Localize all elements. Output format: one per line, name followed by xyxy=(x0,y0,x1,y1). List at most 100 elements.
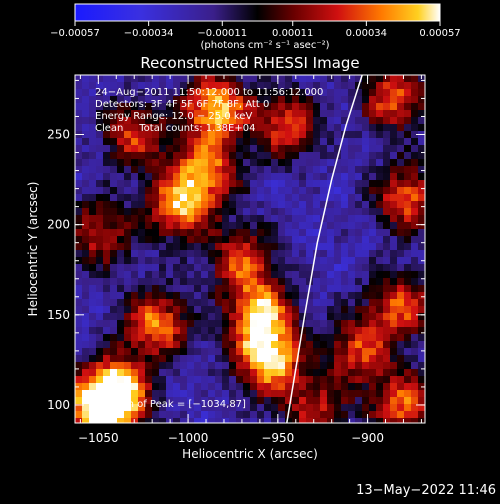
heatmap-cell xyxy=(138,159,145,166)
heatmap-cell xyxy=(166,96,173,103)
heatmap-cell xyxy=(313,278,320,285)
heatmap-cell xyxy=(341,208,348,215)
heatmap-cell xyxy=(404,390,411,397)
heatmap-cell xyxy=(229,313,236,320)
heatmap-cell xyxy=(362,75,369,82)
heatmap-cell xyxy=(334,334,341,341)
heatmap-cell xyxy=(173,257,180,264)
heatmap-cell xyxy=(348,208,355,215)
heatmap-cell xyxy=(117,187,124,194)
heatmap-cell xyxy=(418,180,425,187)
heatmap-cell xyxy=(159,299,166,306)
heatmap-cell xyxy=(89,292,96,299)
heatmap-cell xyxy=(89,369,96,376)
heatmap-cell xyxy=(250,124,257,131)
heatmap-cell xyxy=(110,271,117,278)
heatmap-cell xyxy=(257,187,264,194)
heatmap-cell xyxy=(327,82,334,89)
heatmap-cell xyxy=(96,397,103,404)
colorbar-tick-label: −0.00057 xyxy=(50,28,100,39)
heatmap-cell xyxy=(117,89,124,96)
heatmap-cell xyxy=(243,313,250,320)
heatmap-cell xyxy=(348,348,355,355)
heatmap-cell xyxy=(75,75,82,82)
heatmap-cell xyxy=(96,152,103,159)
heatmap-cell xyxy=(89,229,96,236)
heatmap-cell xyxy=(285,75,292,82)
heatmap-cell xyxy=(306,110,313,117)
heatmap-cell xyxy=(117,180,124,187)
heatmap-cell xyxy=(369,397,376,404)
heatmap-cell xyxy=(236,404,243,411)
heatmap-cell xyxy=(257,327,264,334)
heatmap-cell xyxy=(187,201,194,208)
heatmap-cell xyxy=(229,306,236,313)
heatmap-cell xyxy=(236,334,243,341)
heatmap-cell xyxy=(369,173,376,180)
heatmap-cell xyxy=(124,334,131,341)
heatmap-cell xyxy=(194,236,201,243)
heatmap-cell xyxy=(285,369,292,376)
heatmap-cell xyxy=(194,348,201,355)
heatmap-cell xyxy=(278,355,285,362)
heatmap-cell xyxy=(383,103,390,110)
heatmap-cell xyxy=(131,306,138,313)
heatmap-cell xyxy=(299,75,306,82)
heatmap-cell xyxy=(348,313,355,320)
heatmap-cell xyxy=(334,187,341,194)
heatmap-cell xyxy=(201,250,208,257)
heatmap-cell xyxy=(278,404,285,411)
heatmap-cell xyxy=(131,376,138,383)
heatmap-cell xyxy=(166,292,173,299)
heatmap-cell xyxy=(82,313,89,320)
heatmap-cell xyxy=(173,327,180,334)
heatmap-cell xyxy=(201,96,208,103)
heatmap-cell xyxy=(320,390,327,397)
heatmap-cell xyxy=(236,257,243,264)
heatmap-cell xyxy=(215,180,222,187)
heatmap-cell xyxy=(355,117,362,124)
heatmap-cell xyxy=(75,313,82,320)
heatmap-cell xyxy=(404,194,411,201)
heatmap-cell xyxy=(82,138,89,145)
heatmap-cell xyxy=(229,187,236,194)
heatmap-cell xyxy=(404,327,411,334)
heatmap-cell xyxy=(110,82,117,89)
heatmap-cell xyxy=(159,152,166,159)
heatmap-cell xyxy=(180,145,187,152)
heatmap-cell xyxy=(229,404,236,411)
heatmap-cell xyxy=(320,404,327,411)
heatmap-cell xyxy=(411,131,418,138)
heatmap-cell xyxy=(96,334,103,341)
heatmap-cell xyxy=(229,208,236,215)
heatmap-cell xyxy=(82,376,89,383)
heatmap-cell xyxy=(418,152,425,159)
heatmap-cell xyxy=(257,397,264,404)
heatmap-cell xyxy=(208,208,215,215)
heatmap-cell xyxy=(145,82,152,89)
heatmap-cell xyxy=(355,243,362,250)
heatmap-cell xyxy=(376,278,383,285)
heatmap-cell xyxy=(194,117,201,124)
colorbar-units-label: (photons cm⁻² s⁻¹ asec⁻²) xyxy=(200,40,329,51)
heatmap-cell xyxy=(257,138,264,145)
heatmap-cell xyxy=(138,292,145,299)
heatmap-cell xyxy=(75,355,82,362)
heatmap-cell xyxy=(180,390,187,397)
heatmap-cell xyxy=(229,327,236,334)
heatmap-cell xyxy=(131,404,138,411)
heatmap-cell xyxy=(117,362,124,369)
heatmap-cell xyxy=(103,215,110,222)
heatmap-cell xyxy=(327,376,334,383)
heatmap-cell xyxy=(320,264,327,271)
heatmap-cell xyxy=(383,236,390,243)
heatmap-cell xyxy=(285,229,292,236)
heatmap-cell xyxy=(257,278,264,285)
heatmap-cell xyxy=(348,404,355,411)
heatmap-cell xyxy=(166,369,173,376)
heatmap-cell xyxy=(376,208,383,215)
heatmap-cell xyxy=(397,383,404,390)
heatmap-cell xyxy=(208,411,215,418)
heatmap-cell xyxy=(89,159,96,166)
